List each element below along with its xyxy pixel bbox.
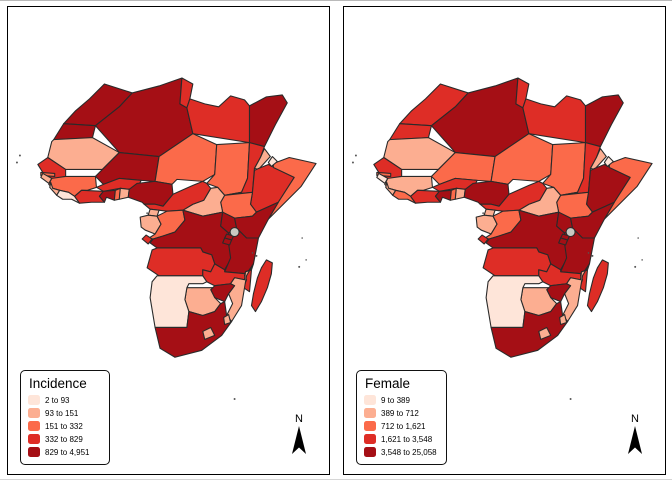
legend-label: 829 to 4,951	[45, 447, 90, 457]
country-guinea-bissau: Guinea-Bissau	[376, 172, 389, 184]
north-arrow: N	[623, 414, 647, 456]
country-djibouti: Djibouti	[267, 155, 278, 168]
legend-swatch	[364, 408, 376, 418]
legend-item: 3,548 to 25,058	[364, 447, 437, 457]
country-eswatini: Eswatini	[559, 313, 568, 326]
legend-label: 3,548 to 25,058	[381, 447, 437, 457]
north-arrow-icon	[628, 426, 642, 454]
legend-item: 2 to 93	[28, 395, 100, 405]
legend-swatch	[364, 421, 376, 431]
country-lesotho: Lesotho	[538, 326, 552, 340]
country-benin: Benin	[118, 187, 130, 200]
legend-swatch	[28, 408, 40, 418]
country-madagascar: Madagascar	[586, 259, 609, 313]
country-burundi: Burundi	[222, 237, 233, 246]
country-libya: Libya	[522, 95, 587, 144]
africa-map-female: MoroccoWestern SaharaAlgeriaTunisiaLibya…	[351, 77, 653, 401]
country-djibouti: Djibouti	[603, 155, 614, 168]
country-south-africa: South Africa	[490, 301, 569, 358]
north-arrow: N	[287, 414, 311, 456]
legend-swatch	[364, 434, 376, 444]
country-libya: Libya	[186, 95, 251, 144]
legend-label: 151 to 332	[45, 421, 83, 431]
north-label: N	[631, 413, 639, 425]
legend-title: Incidence	[29, 376, 87, 391]
legend-item: 151 to 332	[28, 421, 100, 431]
legend-item: 9 to 389	[364, 395, 437, 405]
legend-swatch	[28, 421, 40, 431]
legend-swatch	[28, 434, 40, 444]
country-burundi: Burundi	[558, 237, 569, 246]
country-benin: Benin	[454, 187, 466, 200]
legend-label: 93 to 151	[45, 408, 79, 418]
incidence-map-panel: MoroccoWestern SaharaAlgeriaTunisiaLibya…	[7, 6, 330, 475]
legend-item: 389 to 712	[364, 408, 437, 418]
legend-label: 1,621 to 3,548	[381, 434, 433, 444]
north-arrow-icon	[292, 426, 306, 454]
legend-title: Female	[365, 376, 411, 391]
country-eswatini: Eswatini	[223, 313, 232, 326]
country-western-sahara: Western Sahara	[389, 123, 433, 141]
legend-items: 2 to 93 93 to 151 151 to 332 332 to 829 829 …	[28, 395, 100, 457]
legend-item: 1,621 to 3,548	[364, 434, 437, 444]
country-namibia: Namibia	[485, 275, 544, 329]
country-egypt: Egypt	[584, 94, 624, 148]
legend-item: 332 to 829	[28, 434, 100, 444]
legend-swatch	[28, 447, 40, 457]
legend-swatch	[28, 395, 40, 405]
legend-items: 9 to 389 389 to 712 712 to 1,621 1,621 to 3…	[364, 395, 437, 457]
country-guinea-bissau: Guinea-Bissau	[40, 172, 53, 184]
country-south-africa: South Africa	[154, 301, 233, 358]
legend-item: 712 to 1,621	[364, 421, 437, 431]
north-label: N	[295, 413, 303, 425]
africa-map-incidence: MoroccoWestern SaharaAlgeriaTunisiaLibya…	[15, 77, 317, 401]
legend-label: 9 to 389	[381, 395, 410, 405]
legend-swatch	[364, 395, 376, 405]
legend-item: 829 to 4,951	[28, 447, 100, 457]
legend-incidence: Incidence 2 to 93 93 to 151 151 to 332 332 …	[20, 370, 110, 465]
legend-female: Female 9 to 389 389 to 712 712 to 1,621 1,6…	[356, 370, 447, 465]
country-namibia: Namibia	[149, 275, 208, 329]
legend-label: 712 to 1,621	[381, 421, 426, 431]
female-map-panel: MoroccoWestern SaharaAlgeriaTunisiaLibya…	[343, 6, 666, 475]
country-lesotho: Lesotho	[202, 326, 216, 340]
legend-label: 332 to 829	[45, 434, 83, 444]
country-madagascar: Madagascar	[250, 259, 273, 313]
legend-label: 389 to 712	[381, 408, 419, 418]
country-egypt: Egypt	[248, 94, 288, 148]
legend-item: 93 to 151	[28, 408, 100, 418]
country-western-sahara: Western Sahara	[53, 123, 97, 141]
legend-label: 2 to 93	[45, 395, 70, 405]
legend-swatch	[364, 447, 376, 457]
